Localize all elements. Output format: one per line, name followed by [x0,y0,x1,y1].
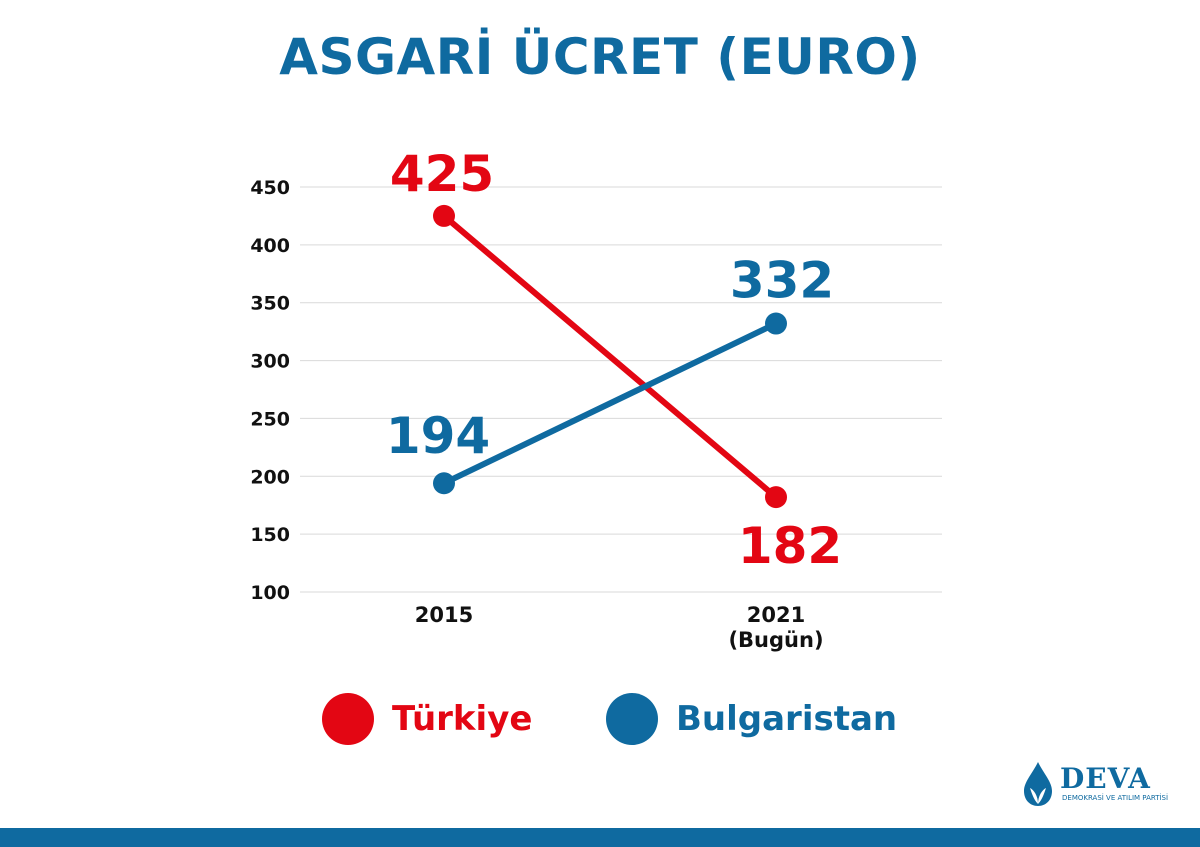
data-point [433,472,455,495]
y-tick-label: 450 [250,177,290,199]
chart-title: ASGARİ ÜCRET (EURO) [279,28,921,86]
y-tick-label: 300 [250,351,290,373]
water-drop-icon [1024,762,1052,806]
logo-wordmark: DEVA [1060,762,1151,795]
y-tick-label: 150 [250,524,290,546]
x-tick-label: 2015 [415,603,473,627]
series-line [441,212,779,501]
x-tick-label: (Bugün) [728,628,823,652]
y-tick-label: 200 [250,466,290,488]
data-point [433,204,455,227]
data-label: 332 [730,252,834,310]
data-label: 182 [738,517,842,575]
legend-item-bulgaristan: Bulgaristan [606,693,898,745]
data-point [765,312,787,335]
legend-item-turkiye: Türkiye [322,693,533,745]
bottom-bar [0,828,1200,847]
y-tick-label: 250 [250,408,290,430]
data-label: 425 [390,145,494,203]
y-tick-label: 400 [250,235,290,257]
x-tick-label: 2021 [747,603,805,627]
y-tick-label: 100 [250,582,290,604]
y-tick-label: 350 [250,293,290,315]
legend-marker-turkiye [322,693,374,745]
data-label: 194 [386,407,490,465]
data-point [765,486,787,509]
series-line [441,320,779,487]
legend-label-turkiye: Türkiye [392,699,533,739]
logo-subtitle: DEMOKRASİ VE ATILIM PARTİSİ [1062,794,1169,802]
legend-label-bulgaristan: Bulgaristan [676,699,898,739]
legend-marker-bulgaristan [606,693,658,745]
deva-logo: DEVA DEMOKRASİ VE ATILIM PARTİSİ [1020,760,1168,808]
